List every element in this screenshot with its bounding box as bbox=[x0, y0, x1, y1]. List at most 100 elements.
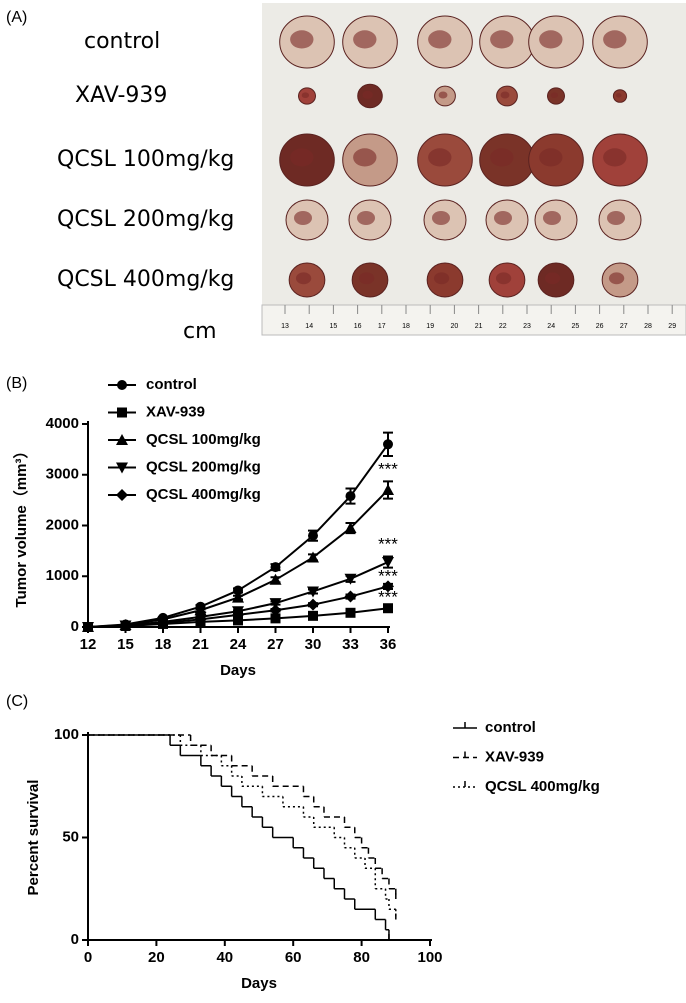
group-label: QCSL 400mg/kg bbox=[57, 267, 234, 292]
marker bbox=[116, 462, 128, 474]
marker bbox=[345, 607, 356, 618]
marker bbox=[382, 483, 394, 495]
marker bbox=[308, 610, 318, 621]
marker bbox=[344, 573, 357, 585]
ruler-label: 17 bbox=[378, 323, 386, 330]
x-tick-label: 15 bbox=[117, 636, 134, 653]
marker bbox=[232, 608, 244, 621]
x-tick-label: 24 bbox=[230, 636, 247, 653]
tumor-spot bbox=[290, 30, 314, 49]
tumor-spot bbox=[295, 272, 312, 285]
x-tick-label: 80 bbox=[353, 949, 370, 966]
y-tick-label: 0 bbox=[71, 618, 79, 635]
marker bbox=[232, 591, 244, 603]
y-axis-label: Tumor volume（mm³） bbox=[12, 444, 30, 608]
ruler-label: 15 bbox=[330, 323, 338, 330]
ruler-label: 26 bbox=[596, 323, 604, 330]
marker bbox=[269, 604, 282, 617]
marker bbox=[119, 619, 132, 632]
legend-label: XAV-939 bbox=[485, 748, 544, 765]
marker bbox=[383, 439, 393, 450]
x-tick-label: 30 bbox=[305, 636, 322, 653]
marker bbox=[270, 613, 281, 624]
tumor-spot bbox=[362, 90, 373, 99]
tumor-spot bbox=[432, 211, 450, 225]
tumor-spot bbox=[301, 92, 310, 99]
unit-label: cm bbox=[183, 319, 217, 344]
ruler-label: 19 bbox=[426, 323, 434, 330]
marker bbox=[117, 380, 127, 390]
marker bbox=[382, 580, 394, 593]
ruler-label: 20 bbox=[451, 323, 459, 330]
panel-label: (B) bbox=[6, 375, 27, 392]
tumor-spot bbox=[490, 148, 514, 167]
y-axis-label: Percent survival bbox=[25, 780, 42, 896]
panel-label: (A) bbox=[6, 9, 27, 26]
tumor-spot bbox=[603, 30, 627, 49]
ruler-label: 23 bbox=[523, 323, 531, 330]
ruler-label: 25 bbox=[572, 323, 580, 330]
ruler-label: 29 bbox=[668, 323, 676, 330]
legend-label: control bbox=[146, 376, 197, 393]
ruler-label: 21 bbox=[475, 323, 483, 330]
y-tick-label: 2000 bbox=[46, 516, 79, 533]
tumor-spot bbox=[550, 92, 559, 99]
tumor-spot bbox=[544, 272, 561, 285]
tumor-spot bbox=[500, 91, 510, 99]
tumor-spot bbox=[495, 272, 512, 285]
marker bbox=[269, 598, 282, 610]
group-label: XAV-939 bbox=[75, 83, 167, 108]
tumor-spot bbox=[603, 148, 627, 167]
legend-label: control bbox=[485, 719, 536, 736]
marker bbox=[82, 621, 94, 633]
tumor-spot bbox=[433, 272, 450, 285]
group-label: QCSL 200mg/kg bbox=[57, 207, 234, 232]
x-tick-label: 12 bbox=[80, 636, 97, 653]
ruler-label: 22 bbox=[499, 323, 507, 330]
group-label: control bbox=[84, 29, 160, 54]
tumor-spot bbox=[607, 211, 625, 225]
tumor-spot bbox=[428, 148, 452, 167]
legend-label: XAV-939 bbox=[146, 403, 205, 420]
y-tick-label: 4000 bbox=[46, 415, 79, 432]
x-axis-label: Days bbox=[241, 975, 277, 992]
marker bbox=[308, 530, 318, 541]
tumor-spot bbox=[494, 211, 512, 225]
marker bbox=[270, 562, 281, 573]
legend-label: QCSL 400mg/kg bbox=[146, 486, 261, 503]
tumor-spot bbox=[357, 211, 375, 225]
x-tick-label: 40 bbox=[216, 949, 233, 966]
y-tick-label: 50 bbox=[62, 828, 79, 845]
tumor-spot bbox=[543, 211, 561, 225]
marker bbox=[383, 603, 393, 614]
marker bbox=[194, 613, 207, 626]
x-tick-label: 18 bbox=[155, 636, 172, 653]
ruler-label: 27 bbox=[620, 323, 628, 330]
ruler-label: 18 bbox=[402, 323, 410, 330]
marker bbox=[269, 573, 282, 585]
ruler-label: 28 bbox=[644, 323, 652, 330]
tumor-spot bbox=[353, 30, 377, 49]
annotation: *** bbox=[378, 535, 398, 554]
tumor-spot bbox=[290, 148, 314, 167]
marker bbox=[116, 434, 128, 445]
ruler-label: 13 bbox=[281, 323, 289, 330]
legend-label: QCSL 200mg/kg bbox=[146, 458, 261, 475]
y-tick-label: 1000 bbox=[46, 567, 79, 584]
x-tick-label: 27 bbox=[267, 636, 284, 653]
tumor-spot bbox=[428, 30, 452, 49]
marker bbox=[344, 590, 357, 603]
x-tick-label: 60 bbox=[285, 949, 302, 966]
x-tick-label: 21 bbox=[192, 636, 209, 653]
x-tick-label: 0 bbox=[84, 949, 92, 966]
y-tick-label: 0 bbox=[71, 931, 79, 948]
tumor-spot bbox=[294, 211, 312, 225]
marker bbox=[307, 586, 319, 598]
legend-label: QCSL 100mg/kg bbox=[146, 431, 261, 448]
marker bbox=[117, 407, 127, 418]
legend-label: QCSL 400mg/kg bbox=[485, 778, 600, 795]
x-axis-label: Days bbox=[220, 662, 256, 679]
tumor-spot bbox=[353, 148, 377, 167]
marker bbox=[382, 557, 394, 569]
